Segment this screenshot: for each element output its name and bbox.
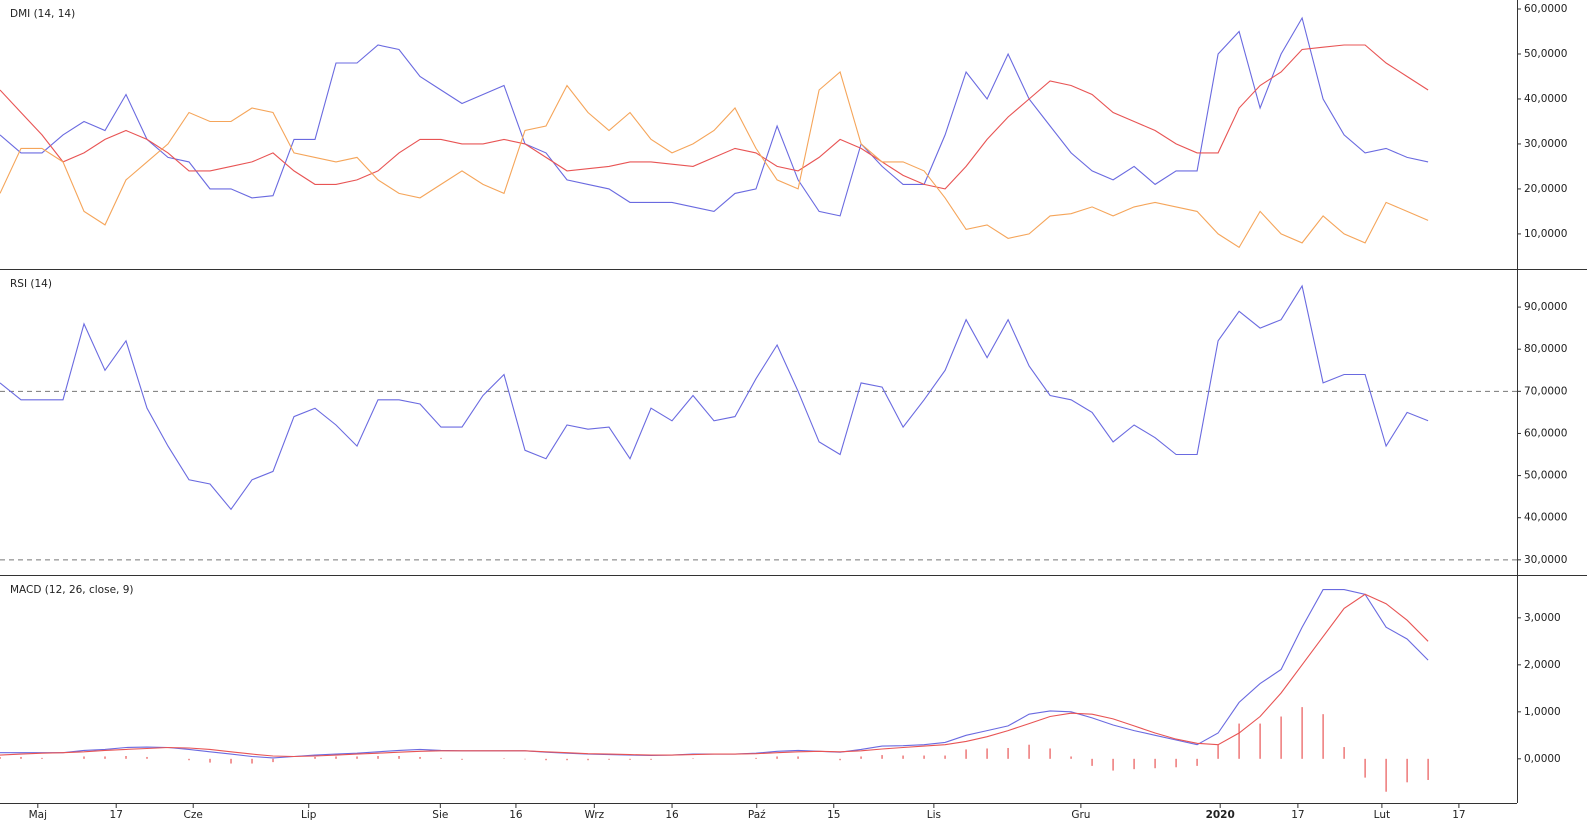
y-tick-label: 3,0000 xyxy=(1524,612,1561,624)
y-tick-label: 90,0000 xyxy=(1524,301,1567,313)
y-tick-label: 10,0000 xyxy=(1524,228,1567,240)
x-tick-label: 17 xyxy=(110,809,123,821)
y-tick-label: 1,0000 xyxy=(1524,706,1561,718)
x-tick-label: Lip xyxy=(301,809,317,821)
x-tick-label: Paź xyxy=(748,809,766,821)
x-tick-label: Maj xyxy=(29,809,47,821)
y-tick-label: 30,0000 xyxy=(1524,138,1567,150)
panel-title: DMI (14, 14) xyxy=(10,8,75,20)
x-tick-label: Sie xyxy=(432,809,448,821)
x-tick-label: 17 xyxy=(1291,809,1304,821)
y-tick-label: 80,0000 xyxy=(1524,343,1567,355)
x-tick-label: Wrz xyxy=(584,809,604,821)
y-tick-label: 40,0000 xyxy=(1524,512,1567,524)
y-tick-label: 70,0000 xyxy=(1524,385,1567,397)
x-tick-label: 16 xyxy=(509,809,523,821)
y-tick-label: 30,0000 xyxy=(1524,554,1567,566)
y-tick-label: 20,0000 xyxy=(1524,183,1567,195)
y-tick-label: 60,0000 xyxy=(1524,3,1567,15)
x-tick-label: Lis xyxy=(927,809,941,821)
series-line xyxy=(0,44,1429,190)
y-tick-label: 60,0000 xyxy=(1524,427,1567,439)
x-tick-label: Cze xyxy=(184,809,203,821)
x-tick-label: 16 xyxy=(665,809,679,821)
x-tick-label: 2020 xyxy=(1206,809,1235,821)
y-tick-label: 50,0000 xyxy=(1524,48,1567,60)
x-tick-label: Lut xyxy=(1374,809,1390,821)
series-line xyxy=(0,593,1429,758)
x-tick-label: Gru xyxy=(1071,809,1090,821)
y-tick-label: 40,0000 xyxy=(1524,93,1567,105)
y-tick-label: 0,0000 xyxy=(1524,753,1561,765)
panel-title: RSI (14) xyxy=(10,278,52,290)
x-tick-label: 15 xyxy=(827,809,840,821)
series-line xyxy=(0,71,1429,249)
y-tick-label: 2,0000 xyxy=(1524,659,1561,671)
series-line xyxy=(0,284,1429,511)
x-tick-label: 17 xyxy=(1452,809,1465,821)
series-line xyxy=(0,16,1429,217)
y-tick-label: 50,0000 xyxy=(1524,470,1567,482)
panel-title: MACD (12, 26, close, 9) xyxy=(10,584,133,596)
